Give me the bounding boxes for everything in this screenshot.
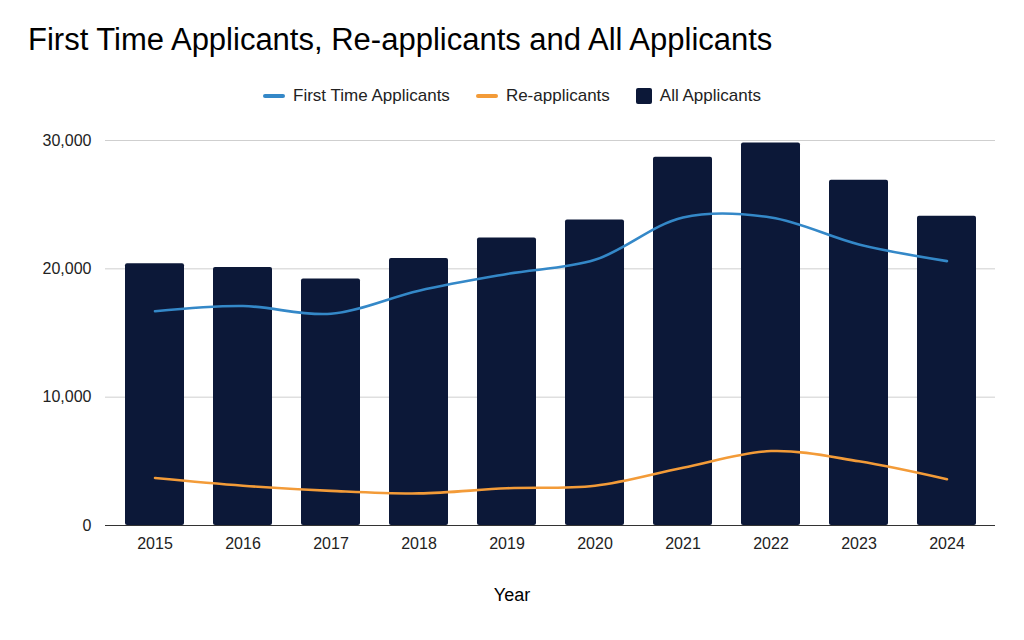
svg-text:2023: 2023: [841, 535, 877, 552]
html-text:Year: Year: [493, 585, 531, 605]
svg-text:2024: 2024: [929, 535, 965, 552]
html-text:Re-applicants: Re-applicants: [505, 86, 610, 105]
svg-text:30,000: 30,000: [43, 132, 92, 149]
svg-text:2022: 2022: [753, 535, 789, 552]
svg-text:2015: 2015: [137, 535, 173, 552]
svg-text:2017: 2017: [313, 535, 349, 552]
svg-text:20,000: 20,000: [43, 260, 92, 277]
svg-text:2020: 2020: [577, 535, 613, 552]
svg-text:2021: 2021: [665, 535, 701, 552]
svg-text:10,000: 10,000: [43, 388, 92, 405]
svg-text:2019: 2019: [489, 535, 525, 552]
svg-text:2018: 2018: [401, 535, 437, 552]
svg-text:0: 0: [83, 517, 92, 534]
html-text:First Time Applicants, Re-appl: First Time Applicants, Re-applicants and…: [28, 22, 773, 57]
html-text:First Time Applicants: First Time Applicants: [293, 86, 450, 105]
html-text:All Applicants: All Applicants: [659, 86, 761, 105]
svg-text:2016: 2016: [225, 535, 261, 552]
